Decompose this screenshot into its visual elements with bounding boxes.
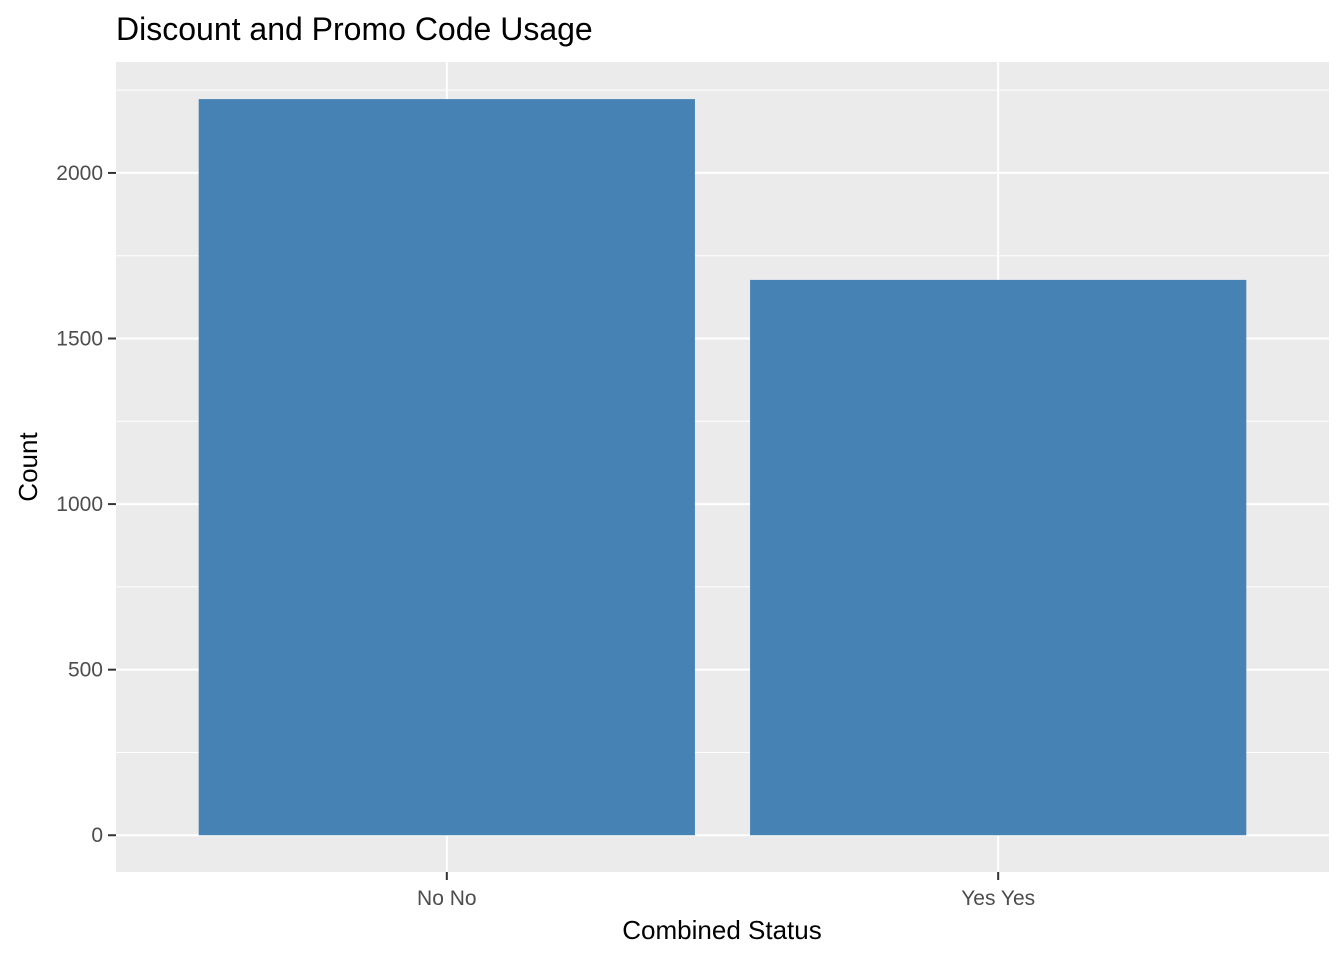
y-tick-label: 1500 [56, 328, 103, 351]
y-tick-label: 2000 [56, 162, 103, 185]
x-tick-label: Yes Yes [961, 887, 1035, 910]
chart-title: Discount and Promo Code Usage [116, 11, 593, 47]
bar [198, 99, 695, 836]
bar [750, 279, 1247, 836]
x-tick-label: No No [417, 887, 477, 910]
y-tick-label: 0 [91, 824, 103, 847]
x-axis-title: Combined Status [622, 915, 821, 945]
x-axis: No No Yes Yes [417, 872, 1035, 910]
y-axis-title: Count [13, 432, 43, 502]
y-tick-label: 1000 [56, 493, 103, 516]
y-axis: 0 500 1000 1500 2000 [56, 162, 116, 847]
y-tick-label: 500 [68, 659, 103, 682]
bars [198, 99, 1247, 836]
